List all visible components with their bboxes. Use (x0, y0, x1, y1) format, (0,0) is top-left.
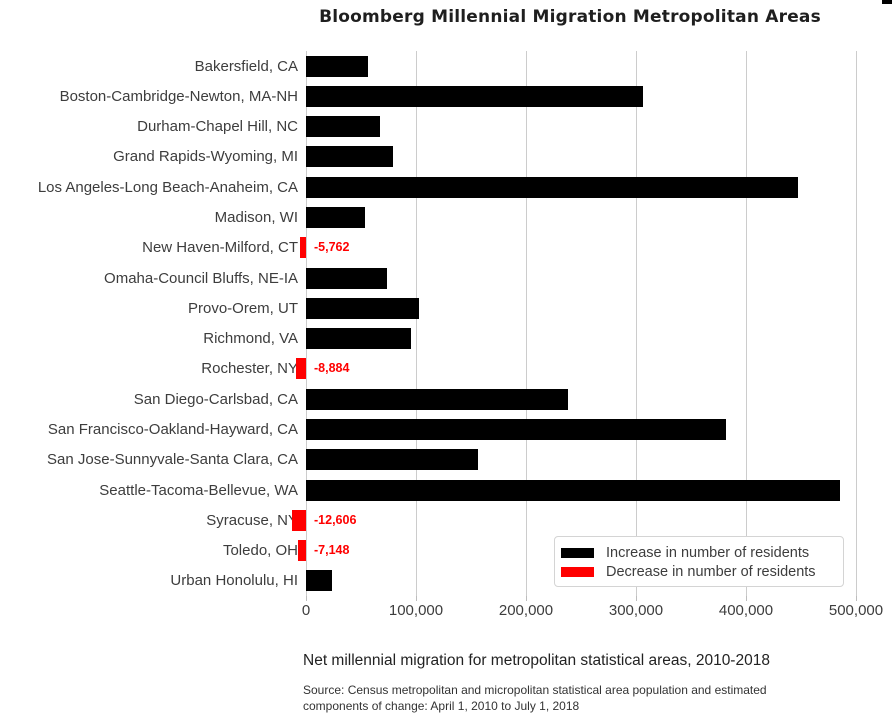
x-axis-tick (636, 596, 637, 601)
source-note: Source: Census metropolitan and micropol… (303, 682, 883, 714)
legend-swatch-decrease (561, 567, 594, 577)
category-label: Urban Honolulu, HI (170, 572, 298, 590)
gridline (306, 51, 307, 596)
gridline (856, 51, 857, 596)
bar-increase (306, 570, 333, 592)
x-axis-tick (856, 596, 857, 601)
category-label: San Jose-Sunnyvale-Santa Clara, CA (47, 451, 298, 469)
gridline (636, 51, 637, 596)
bar-increase (306, 297, 420, 319)
category-label: Durham-Chapel Hill, NC (137, 118, 298, 136)
bar-increase (306, 85, 643, 107)
category-label: Provo-Orem, UT (187, 299, 298, 317)
legend-label-decrease: Decrease in number of residents (606, 564, 816, 580)
legend-label-increase: Increase in number of residents (606, 545, 810, 561)
x-axis-tick-label: 400,000 (718, 602, 774, 619)
x-axis-tick (416, 596, 417, 601)
bar-increase (306, 207, 366, 229)
bar-increase (306, 418, 727, 440)
category-label: Grand Rapids-Wyoming, MI (113, 148, 298, 166)
category-label: Bakersfield, CA (194, 57, 298, 75)
gridline (526, 51, 527, 596)
x-axis-tick-label: 500,000 (828, 602, 884, 619)
bar-increase (306, 328, 411, 350)
bar-decrease (296, 358, 306, 380)
category-label: San Diego-Carlsbad, CA (133, 390, 298, 408)
chart-title: Bloomberg Millennial Migration Metropoli… (319, 7, 821, 27)
legend-entry-increase: Increase in number of residents (561, 544, 843, 562)
bar-increase (306, 55, 368, 77)
bar-increase (306, 176, 798, 198)
category-label: New Haven-Milford, CT (142, 239, 298, 257)
bar-decrease (299, 237, 306, 259)
x-axis-tick-label: 0 (301, 602, 311, 619)
bar-increase (306, 388, 568, 410)
category-label: Richmond, VA (203, 330, 298, 348)
bar-value-label: -8,884 (314, 361, 350, 376)
x-axis-tick (746, 596, 747, 601)
x-axis-tick-label: 100,000 (388, 602, 444, 619)
x-axis-tick-label: 300,000 (608, 602, 664, 619)
x-axis-tick-label: 200,000 (498, 602, 554, 619)
legend-entry-decrease: Decrease in number of residents (561, 563, 843, 581)
window-corner-mark (882, 0, 892, 4)
gridline (746, 51, 747, 596)
category-label: Madison, WI (214, 209, 298, 227)
x-axis-tick (526, 596, 527, 601)
gridline (416, 51, 417, 596)
category-label: Boston-Cambridge-Newton, MA-NH (59, 87, 298, 105)
category-label: Los Angeles-Long Beach-Anaheim, CA (37, 178, 298, 196)
bar-value-label: -7,148 (314, 543, 350, 558)
category-label: Omaha-Council Bluffs, NE-IA (104, 269, 298, 287)
legend: Increase in number of residents Decrease… (554, 536, 844, 587)
bar-value-label: -12,606 (314, 512, 357, 527)
chart-caption: Net millennial migration for metropolita… (303, 652, 770, 669)
bar-decrease (298, 540, 306, 562)
x-axis-tick (306, 596, 307, 601)
category-label: San Francisco-Oakland-Hayward, CA (47, 420, 298, 438)
bar-increase (306, 449, 478, 471)
bar-increase (306, 146, 393, 168)
source-line-2: components of change: April 1, 2010 to J… (303, 699, 580, 713)
bar-value-label: -5,762 (314, 240, 350, 255)
bar-increase (306, 479, 840, 501)
bar-increase (306, 267, 388, 289)
source-line-1: Source: Census metropolitan and micropol… (303, 683, 767, 697)
bar-decrease (292, 509, 306, 531)
category-label: Toledo, OH (222, 542, 298, 560)
bar-increase (306, 116, 380, 138)
category-label: Seattle-Tacoma-Bellevue, WA (99, 481, 298, 499)
legend-swatch-increase (561, 548, 594, 558)
category-label: Rochester, NY (201, 360, 298, 378)
category-label: Syracuse, NY (206, 511, 298, 529)
